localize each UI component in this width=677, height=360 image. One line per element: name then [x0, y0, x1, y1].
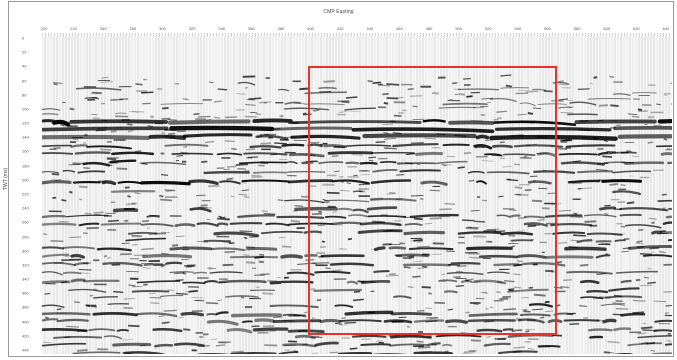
- seismic-traces-image: [42, 36, 672, 354]
- y-tick-label: 240: [22, 205, 29, 211]
- x-tick-label: 420: [336, 26, 344, 31]
- y-tick-label: 280: [22, 234, 29, 240]
- x-tick-label: 400: [307, 26, 314, 31]
- y-tick-label: 80: [22, 92, 27, 98]
- x-tick-label: 220: [40, 26, 48, 31]
- y-tick-label: 220: [22, 191, 29, 197]
- y-tick-label: 60: [22, 78, 27, 84]
- y-tick-label: 380: [22, 304, 29, 310]
- x-tick-label: 500: [455, 26, 462, 31]
- x-tick-label: 300: [159, 26, 166, 31]
- x-tick-label: 580: [573, 26, 581, 31]
- y-tick-label: 420: [22, 333, 29, 339]
- x-tick-label: 620: [633, 26, 640, 31]
- x-tick-label: 320: [188, 26, 196, 31]
- x-tick-label: 560: [544, 26, 551, 31]
- y-tick-label: 120: [22, 120, 29, 126]
- y-tick-label: 440: [22, 347, 29, 353]
- y-tick-label: 320: [22, 262, 29, 268]
- x-tick-label: 640: [662, 26, 670, 31]
- y-tick-label: 160: [22, 148, 29, 154]
- seismic-section: [42, 36, 672, 354]
- y-tick-label: 200: [22, 177, 29, 183]
- figure-title: CMP Easting: [323, 9, 354, 15]
- x-tick-label: 520: [484, 26, 492, 31]
- x-tick-label: 540: [514, 26, 522, 31]
- trace-header-strip: [42, 33, 672, 36]
- y-tick-label: 20: [22, 49, 27, 55]
- y-tick-label: 400: [22, 319, 29, 325]
- y-tick-label: 100: [22, 106, 29, 112]
- y-tick-label: 260: [22, 219, 29, 225]
- y-tick-label: 0: [22, 35, 25, 41]
- x-tick-label: 460: [396, 26, 403, 31]
- x-tick-label: 260: [99, 26, 107, 31]
- y-tick-label: 40: [22, 63, 27, 69]
- x-tick-label: 380: [277, 26, 285, 31]
- trace-lines: [42, 36, 670, 354]
- y-tick-label: 180: [22, 163, 29, 169]
- noise-wavelets: [42, 74, 672, 354]
- y-axis-label: TWT (ms): [3, 167, 9, 190]
- y-tick-label: 300: [22, 248, 29, 254]
- x-tick-label: 440: [366, 26, 374, 31]
- x-tick-label: 480: [425, 26, 433, 31]
- x-tick-label: 240: [70, 26, 77, 31]
- x-tick-label: 600: [603, 26, 611, 31]
- y-tick-label: 140: [22, 134, 29, 140]
- y-tick-label: 340: [22, 276, 29, 282]
- x-tick-label: 340: [218, 26, 226, 31]
- y-tick-label: 360: [22, 290, 29, 296]
- x-tick-label: 280: [129, 26, 137, 31]
- x-tick-label: 360: [247, 26, 255, 31]
